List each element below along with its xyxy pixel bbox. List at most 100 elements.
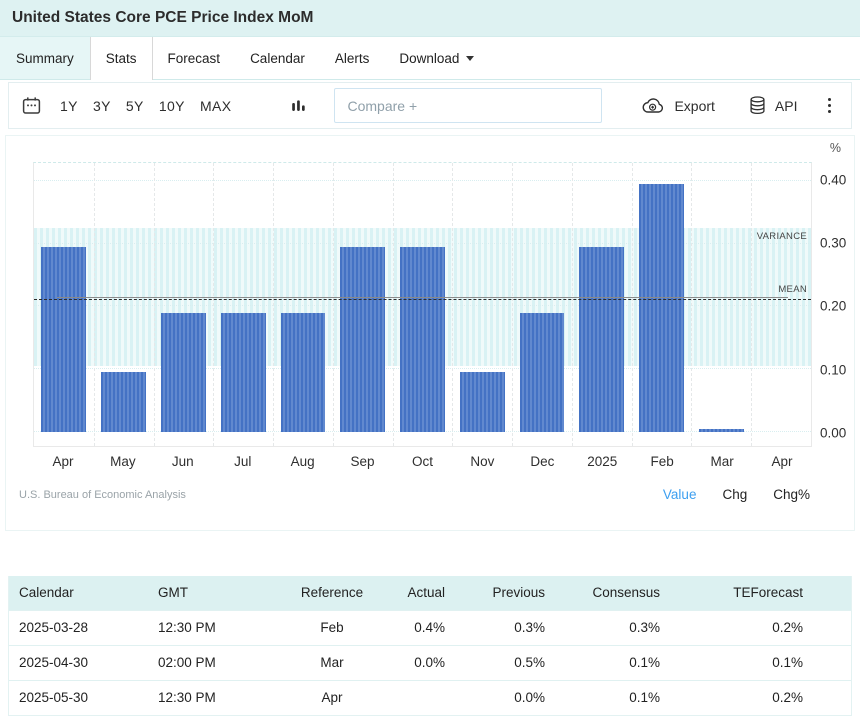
value-link[interactable]: Value [662, 487, 697, 502]
tab-summary[interactable]: Summary [0, 37, 90, 79]
data-bar-dec[interactable] [519, 312, 565, 433]
range-1y[interactable]: 1Y [60, 97, 78, 114]
data-bar-feb[interactable] [639, 183, 684, 433]
data-bar-2025[interactable] [579, 246, 625, 433]
x-tick-label: Mar [710, 454, 734, 469]
data-bar-apr[interactable] [41, 246, 87, 433]
export-button[interactable]: Export [641, 97, 715, 114]
cloud-export-icon [641, 97, 665, 114]
tab-stats-label: Stats [105, 51, 137, 66]
chart-x-axis: Apr May Jun Jul Aug Sep Oct Nov Dec 2025 Feb Mar Apr [33, 454, 812, 469]
y-tick-label: 0.00 [820, 425, 847, 441]
chevron-down-icon [466, 55, 475, 61]
mean-line [34, 299, 811, 301]
table-cell: 0.3% [559, 609, 674, 645]
table-cell: 12:30 PM [144, 679, 277, 715]
table-cell: 0.0% [459, 679, 559, 715]
data-bar-mar[interactable] [698, 429, 744, 433]
x-gridline [392, 163, 394, 446]
data-bar-aug[interactable] [280, 312, 326, 433]
x-gridline [751, 163, 753, 446]
page-title: United States Core PCE Price Index MoM [12, 9, 314, 26]
tab-alerts-label: Alerts [334, 50, 370, 66]
api-button[interactable]: API [749, 96, 798, 115]
data-bar-sep[interactable] [340, 246, 386, 433]
y-tick-label: 0.10 [820, 362, 847, 378]
calendar-icon[interactable] [21, 96, 42, 116]
x-gridline [332, 163, 334, 446]
range-selector: 1Y 3Y 5Y 10Y MAX [60, 98, 246, 114]
x-tick-label: Jun [171, 454, 194, 469]
table-cell: 0.1% [559, 679, 674, 715]
title-bar: United States Core PCE Price Index MoM [0, 0, 860, 37]
table-cell: 0.0% [387, 644, 459, 680]
table-row[interactable]: 2025-03-28 12:30 PM Feb 0.4% 0.3% 0.3% 0… [9, 609, 851, 645]
y-axis-unit: % [829, 141, 841, 155]
table-cell: Apr [277, 679, 387, 715]
calendar-table: Calendar GMT Reference Actual Previous C… [9, 576, 851, 715]
x-gridline [273, 163, 275, 446]
mean-label: MEAN [778, 284, 807, 296]
x-gridline [512, 163, 514, 446]
table-cell: Feb [277, 609, 387, 645]
export-label: Export [674, 97, 715, 114]
calendar-table-card: Calendar GMT Reference Actual Previous C… [8, 576, 852, 716]
api-label: API [774, 97, 798, 114]
y-tick-label: 0.20 [820, 298, 847, 314]
column-header-gmt: GMT [144, 576, 277, 610]
table-cell: 0.2% [674, 609, 851, 645]
tab-calendar-label: Calendar [250, 50, 305, 66]
chart-card: % VARIANCE MEAN 0.00 0.10 0.20 0.30 0.40 Apr M… [5, 135, 855, 531]
table-row[interactable]: 2025-04-30 02:00 PM Mar 0.0% 0.5% 0.1% 0… [9, 644, 851, 680]
tab-summary-label: Summary [16, 50, 74, 66]
x-tick-label: May [110, 454, 136, 469]
table-cell: Mar [277, 644, 387, 680]
table-cell: 2025-05-30 [9, 679, 144, 715]
y-tick-label: 0.40 [820, 172, 847, 188]
x-gridline [571, 163, 573, 446]
bar-chart-icon[interactable] [290, 98, 307, 114]
x-tick-label: Apr [52, 454, 74, 469]
x-tick-label: Oct [411, 454, 433, 469]
data-bar-jun[interactable] [161, 312, 206, 433]
range-5y[interactable]: 5Y [125, 97, 144, 114]
range-max[interactable]: MAX [199, 97, 232, 114]
x-tick-label: Apr [771, 454, 793, 469]
table-header-row: Calendar GMT Reference Actual Previous C… [9, 576, 851, 610]
tab-stats[interactable]: Stats [89, 37, 153, 80]
trend-line [57, 297, 788, 299]
variance-label: VARIANCE [756, 230, 807, 242]
range-10y[interactable]: 10Y [158, 97, 185, 114]
data-bar-nov[interactable] [459, 372, 505, 433]
tab-download[interactable]: Download [384, 37, 489, 79]
data-bar-jul[interactable] [220, 312, 266, 433]
table-row[interactable]: 2025-05-30 12:30 PM Apr 0.0% 0.1% 0.2% [9, 679, 851, 715]
x-tick-label: Feb [650, 454, 674, 469]
x-gridline [213, 163, 215, 446]
data-bar-oct[interactable] [400, 246, 445, 433]
tab-calendar[interactable]: Calendar [235, 37, 320, 79]
tab-forecast[interactable]: Forecast [153, 37, 236, 79]
table-cell [387, 679, 459, 715]
table-cell: 2025-04-30 [9, 644, 144, 680]
data-bar-may[interactable] [101, 372, 147, 433]
x-gridline [153, 163, 155, 446]
column-header-previous: Previous [459, 576, 559, 610]
chart-plot: VARIANCE MEAN [33, 162, 812, 447]
x-tick-label: Sep [350, 454, 375, 469]
compare-input[interactable] [334, 88, 603, 123]
column-header-reference: Reference [277, 576, 387, 610]
table-cell: 0.2% [674, 679, 851, 715]
source-attribution: U.S. Bureau of Economic Analysis [19, 488, 186, 501]
column-header-calendar: Calendar [9, 576, 144, 610]
x-gridline [631, 163, 633, 446]
chg-link[interactable]: Chg [722, 487, 748, 502]
x-tick-label: Jul [234, 454, 252, 469]
x-tick-label: 2025 [587, 454, 618, 469]
chg-pct-link[interactable]: Chg% [773, 487, 810, 502]
table-cell: 0.1% [559, 644, 674, 680]
tab-alerts[interactable]: Alerts [320, 37, 385, 79]
range-3y[interactable]: 3Y [92, 97, 111, 114]
x-tick-label: Dec [530, 454, 555, 469]
kebab-menu-icon[interactable] [827, 96, 831, 114]
